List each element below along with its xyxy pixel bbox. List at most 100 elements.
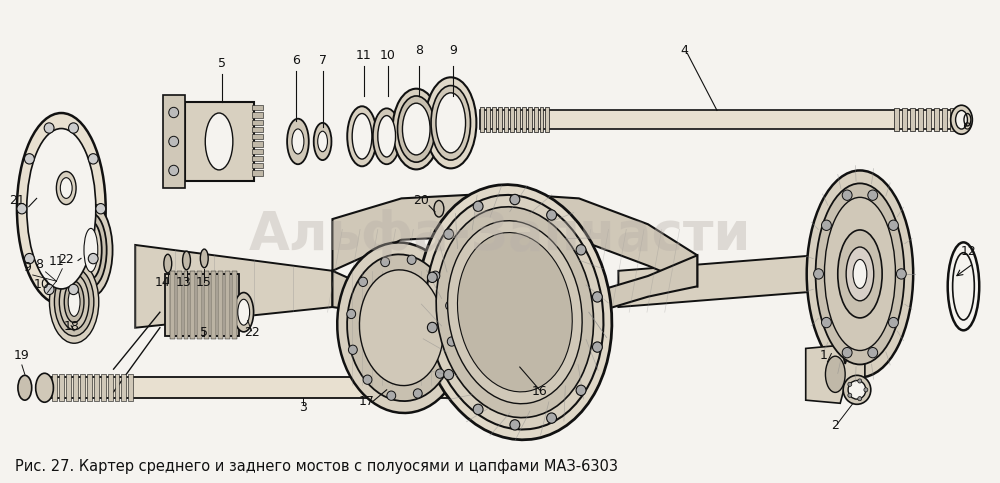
Ellipse shape [314, 123, 331, 160]
Text: 4: 4 [681, 44, 688, 57]
Text: 17: 17 [359, 396, 375, 408]
Text: 5: 5 [200, 326, 208, 339]
Ellipse shape [183, 251, 190, 270]
Ellipse shape [425, 77, 476, 169]
Ellipse shape [846, 247, 874, 301]
Polygon shape [894, 108, 899, 131]
Ellipse shape [75, 213, 107, 287]
Polygon shape [252, 170, 263, 176]
Ellipse shape [838, 230, 882, 318]
Ellipse shape [889, 220, 898, 230]
Ellipse shape [510, 420, 520, 430]
Text: 11: 11 [48, 255, 64, 268]
Ellipse shape [436, 207, 594, 418]
Polygon shape [522, 107, 526, 132]
Text: 10: 10 [380, 49, 396, 62]
Polygon shape [540, 107, 543, 132]
Polygon shape [165, 274, 239, 336]
Ellipse shape [448, 221, 582, 404]
Polygon shape [252, 120, 263, 125]
Ellipse shape [848, 382, 852, 386]
Ellipse shape [444, 229, 454, 239]
Text: 12: 12 [961, 245, 976, 258]
Ellipse shape [510, 194, 520, 205]
Text: 22: 22 [244, 326, 259, 339]
Polygon shape [177, 271, 182, 339]
Ellipse shape [547, 210, 557, 220]
Ellipse shape [205, 113, 233, 170]
Ellipse shape [431, 271, 440, 281]
Text: 8: 8 [415, 43, 423, 57]
Text: 3: 3 [299, 400, 307, 413]
Ellipse shape [842, 190, 852, 200]
Ellipse shape [164, 254, 172, 273]
Polygon shape [507, 375, 512, 400]
Text: 20: 20 [413, 194, 429, 207]
Polygon shape [950, 108, 955, 131]
Ellipse shape [822, 220, 831, 230]
Ellipse shape [352, 114, 372, 159]
Polygon shape [510, 107, 514, 132]
Ellipse shape [347, 106, 377, 166]
Ellipse shape [292, 129, 304, 154]
Ellipse shape [84, 228, 98, 272]
Text: 13: 13 [176, 276, 191, 289]
Polygon shape [252, 142, 263, 147]
Polygon shape [528, 375, 533, 400]
Polygon shape [545, 107, 549, 132]
Polygon shape [480, 111, 954, 129]
Ellipse shape [427, 272, 437, 283]
Ellipse shape [473, 404, 483, 414]
Polygon shape [252, 149, 263, 154]
Polygon shape [185, 102, 254, 181]
Polygon shape [80, 374, 85, 401]
Ellipse shape [853, 259, 867, 288]
Ellipse shape [238, 299, 250, 325]
Text: 10: 10 [34, 278, 50, 291]
Ellipse shape [169, 165, 179, 176]
Polygon shape [190, 271, 195, 339]
Polygon shape [500, 375, 505, 400]
Polygon shape [252, 127, 263, 132]
Ellipse shape [287, 119, 309, 164]
Polygon shape [184, 271, 188, 339]
Ellipse shape [807, 170, 913, 377]
Polygon shape [87, 374, 92, 401]
Ellipse shape [435, 369, 444, 378]
Polygon shape [548, 375, 553, 400]
Ellipse shape [592, 342, 602, 352]
Polygon shape [135, 245, 332, 328]
Ellipse shape [413, 389, 422, 398]
Ellipse shape [347, 309, 356, 319]
Polygon shape [528, 107, 532, 132]
Polygon shape [918, 108, 923, 131]
Polygon shape [211, 271, 216, 339]
Ellipse shape [814, 269, 823, 279]
Polygon shape [618, 256, 816, 307]
Ellipse shape [68, 287, 80, 316]
Text: 5: 5 [218, 57, 226, 70]
Ellipse shape [200, 249, 208, 268]
Ellipse shape [24, 254, 34, 264]
Ellipse shape [473, 201, 483, 212]
Polygon shape [332, 256, 697, 323]
Ellipse shape [843, 375, 871, 404]
Ellipse shape [444, 369, 454, 380]
Ellipse shape [44, 123, 54, 133]
Ellipse shape [576, 385, 586, 396]
Ellipse shape [169, 107, 179, 118]
Ellipse shape [88, 254, 98, 264]
Polygon shape [252, 156, 263, 161]
Polygon shape [94, 374, 99, 401]
Polygon shape [541, 375, 546, 400]
Text: 7: 7 [319, 54, 327, 67]
Ellipse shape [858, 379, 862, 383]
Ellipse shape [234, 293, 254, 332]
Ellipse shape [373, 108, 400, 164]
Polygon shape [516, 107, 520, 132]
Polygon shape [108, 374, 113, 401]
Ellipse shape [896, 269, 906, 279]
Polygon shape [480, 107, 484, 132]
Polygon shape [492, 107, 496, 132]
Ellipse shape [54, 268, 94, 336]
